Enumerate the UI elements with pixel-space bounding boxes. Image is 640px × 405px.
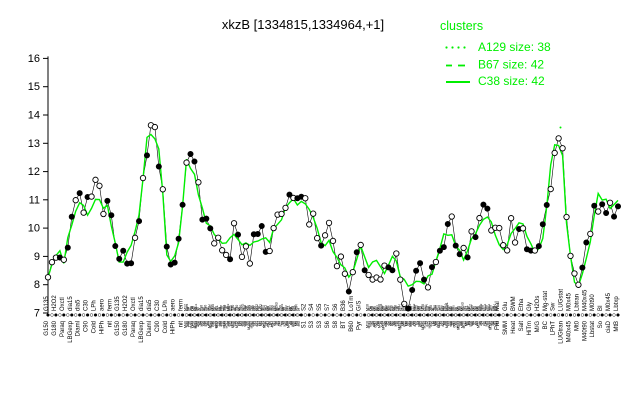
svg-text:S7: S7	[325, 303, 331, 311]
svg-text:LPh: LPh	[92, 300, 98, 311]
svg-text:M0x45: M0x45	[567, 292, 573, 311]
svg-text:dia15: dia15	[68, 296, 74, 311]
svg-text:Mt0: Mt0	[574, 320, 580, 331]
svg-text:Cold: Cold	[163, 321, 169, 333]
svg-text:Diaml: Diaml	[147, 321, 153, 336]
svg-text:13: 13	[28, 138, 40, 150]
svg-text:LUGtran: LUGtran	[559, 321, 565, 344]
svg-text:Oxctl: Oxctl	[131, 297, 137, 311]
svg-text:So: So	[598, 320, 604, 328]
svg-text:Mg-stat: Mg-stat	[543, 291, 549, 311]
svg-text:Oxctl: Oxctl	[60, 297, 66, 311]
svg-text:9: 9	[34, 251, 40, 263]
svg-text:G/S: G/S	[357, 301, 363, 311]
svg-text:Fru: Fru	[495, 321, 501, 330]
svg-text:BC: BC	[543, 320, 549, 329]
svg-text:HiPh: HiPh	[99, 321, 105, 334]
svg-text:C38 size: 42: C38 size: 42	[478, 74, 545, 88]
svg-text:M/G: M/G	[535, 321, 541, 333]
svg-text:11: 11	[29, 194, 40, 206]
svg-text:Glu: Glu	[503, 302, 509, 311]
svg-text:S3: S3	[317, 320, 323, 328]
svg-text:LPhT: LPhT	[551, 321, 557, 336]
svg-text:H2O2: H2O2	[123, 295, 129, 311]
svg-text:G180: G180	[52, 320, 58, 335]
svg-text:10: 10	[28, 223, 40, 235]
svg-text:Cold: Cold	[92, 321, 98, 333]
svg-text:7: 7	[34, 308, 40, 320]
svg-text:H2Os: H2Os	[535, 296, 541, 311]
svg-text:S4: S4	[309, 303, 315, 311]
svg-text:LPh: LPh	[163, 300, 169, 311]
svg-text:M40x45: M40x45	[582, 289, 588, 311]
svg-text:LBGexp: LBGexp	[139, 320, 145, 342]
svg-text:Paraq: Paraq	[60, 321, 66, 337]
svg-text:LBGexp: LBGexp	[68, 320, 74, 342]
svg-text:S1: S1	[301, 320, 307, 328]
svg-text:G150: G150	[115, 320, 121, 335]
svg-text:Salt: Salt	[519, 321, 525, 332]
svg-text:dia15: dia15	[139, 296, 145, 311]
svg-text:aero: aero	[171, 298, 177, 311]
svg-text:M0x45: M0x45	[606, 292, 612, 311]
svg-text:12: 12	[28, 166, 40, 178]
svg-text:Paraq: Paraq	[131, 321, 137, 337]
svg-text:Lbstat: Lbstat	[590, 321, 596, 338]
svg-text:BI: BI	[598, 305, 604, 311]
svg-text:M40x45: M40x45	[567, 320, 573, 342]
svg-text:SMM: SMM	[503, 321, 509, 335]
svg-text:dia5: dia5	[147, 299, 153, 311]
svg-text:Diaml: Diaml	[76, 321, 82, 336]
svg-text:14: 14	[28, 110, 40, 122]
svg-text:C90: C90	[155, 320, 161, 332]
svg-text:G180: G180	[123, 320, 129, 335]
svg-text:15: 15	[28, 81, 40, 93]
svg-text:C30: C30	[155, 299, 161, 311]
svg-text:G135: G135	[44, 296, 50, 311]
svg-text:B67 size: 42: B67 size: 42	[478, 58, 544, 72]
svg-text:16: 16	[28, 53, 40, 65]
svg-text:LoTm: LoTm	[349, 296, 355, 311]
svg-text:LUGstat: LUGstat	[559, 289, 565, 311]
svg-text:Mal: Mal	[495, 301, 501, 311]
svg-text:ciaD: ciaD	[606, 320, 612, 333]
svg-text:S6: S6	[325, 320, 331, 328]
svg-text:ferm: ferm	[107, 299, 113, 311]
svg-text:G150: G150	[44, 320, 50, 335]
svg-text:MtB: MtB	[614, 321, 620, 332]
svg-text:Etha: Etha	[519, 298, 525, 311]
svg-text:C90: C90	[84, 320, 90, 332]
svg-text:Gly: Gly	[527, 302, 533, 311]
svg-text:B36: B36	[341, 300, 347, 311]
svg-text:S8: S8	[333, 320, 339, 328]
svg-text:C30: C30	[84, 299, 90, 311]
svg-text:HiPh: HiPh	[171, 321, 177, 334]
svg-text:S5: S5	[317, 303, 323, 311]
svg-text:Lbtran: Lbtran	[574, 294, 580, 311]
svg-text:HiTm: HiTm	[527, 321, 533, 335]
svg-text:S3: S3	[309, 320, 315, 328]
svg-text:clusters: clusters	[440, 19, 483, 33]
svg-text:nit: nit	[107, 321, 113, 328]
svg-text:Heat: Heat	[511, 321, 517, 334]
svg-text:Lbtxp: Lbtxp	[614, 296, 620, 311]
svg-text:Sw: Sw	[551, 302, 557, 311]
svg-text:G135: G135	[115, 296, 121, 311]
svg-text:dia5: dia5	[76, 299, 82, 311]
svg-text:S6: S6	[333, 303, 339, 311]
svg-text:xkzB [1334815,1334964,+1]: xkzB [1334815,1334964,+1]	[222, 17, 384, 32]
svg-text:B60: B60	[349, 320, 355, 331]
svg-text:aero: aero	[99, 298, 105, 311]
svg-text:S2: S2	[301, 303, 307, 311]
svg-text:H2O2: H2O2	[52, 295, 58, 311]
svg-text:8: 8	[34, 279, 40, 291]
svg-text:A129 size: 38: A129 size: 38	[478, 40, 551, 54]
svg-text:BWM: BWM	[511, 296, 517, 311]
svg-text:M0t90: M0t90	[590, 294, 596, 311]
svg-text:BT: BT	[341, 321, 347, 329]
svg-text:Pyr: Pyr	[357, 321, 363, 330]
svg-text:M40t90: M40t90	[582, 320, 588, 341]
